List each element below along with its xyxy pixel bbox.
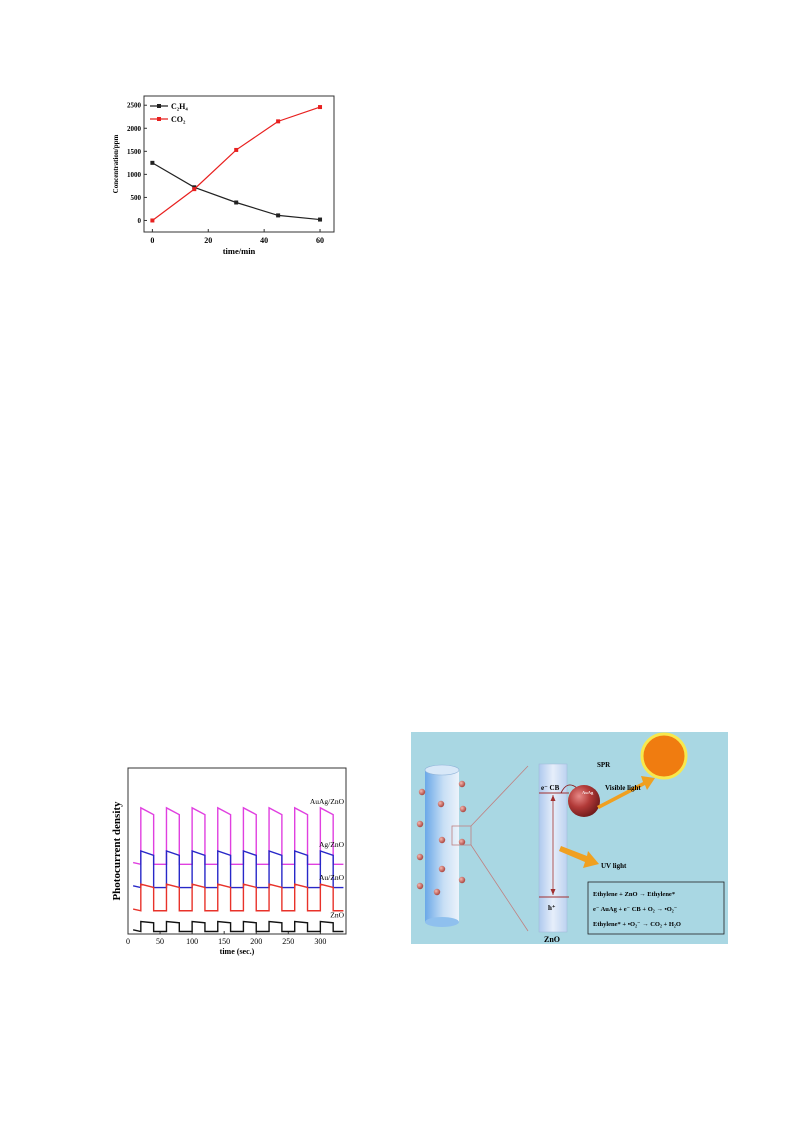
x-tick-label: 100 [186,937,198,946]
zoom-line-bottom [470,844,529,932]
x-tick-label: 200 [250,937,262,946]
x-tick-label: 150 [218,937,230,946]
y-axis-label: Concentration/ppm [112,134,120,193]
series-line-0 [152,162,321,221]
y-tick-label: 2000 [127,125,142,133]
x-tick-label: 0 [150,236,154,245]
photocurrent-trace-2 [132,883,344,912]
data-point [150,160,155,165]
metal-nanoparticles [416,780,467,896]
x-axis-label: time (sec.) [220,947,255,956]
zoom-box [451,825,472,846]
legend-label: CO₂ [171,115,186,124]
legend-marker [157,117,161,121]
data-point [234,147,239,152]
y-tick-label: 500 [131,194,142,202]
x-tick-label: 50 [156,937,164,946]
concentration-figure: 0 20 40 60 0 500 1000 1500 2000 2500 time/min Conce… [108,92,343,262]
y-tick-label: 1000 [127,171,142,179]
ecb-label: e⁻ CB [541,784,560,792]
legend-marker [157,104,161,108]
photocurrent-trace-1 [132,850,344,889]
equation-box [587,881,725,935]
concentration-chart: 0 20 40 60 0 500 1000 1500 2000 2500 time/min Conce… [112,95,335,256]
band-gap-arrow-head-up [550,795,556,801]
uv-light-arrow [559,846,599,868]
data-point [234,200,239,205]
x-tick-label: 20 [204,236,212,245]
uv-light-label: UV light [601,862,627,870]
data-point [276,119,281,124]
data-point [318,105,323,110]
x-axis-label: time/min [223,246,256,256]
x-tick-label: 300 [314,937,326,946]
x-tick-label: 0 [126,937,130,946]
auag-label: AuAg [582,790,594,795]
photocurrent-figure: 0 50 100 150 200 250 300 time (sec.) Photocurren… [108,762,351,960]
y-axis-label: Photocurrent density [111,801,123,901]
photocurrent-trace-3 [132,920,344,933]
y-tick-label: 0 [138,217,142,225]
x-tick-label: 40 [260,236,268,245]
data-point [276,213,281,218]
data-point [318,217,323,222]
mechanism-figure: e⁻ CB h⁺ ZnO AuAg SPR Visible light UV l… [411,732,728,944]
band-gap-arrow-head-down [550,889,556,895]
auag-particle [568,785,600,817]
zno-label: ZnO [544,935,560,944]
zoom-line-top [470,765,529,827]
data-point [192,187,197,192]
photocurrent-chart: 0 50 100 150 200 250 300 time (sec.) Photocurren… [111,767,347,956]
photocurrent-trace-0 [132,806,344,866]
plot-frame [127,767,347,935]
equation-2: e⁻ AuAg + e⁻ CB + O₂ → •O₂⁻ [593,906,677,913]
visible-light-arrow [597,776,655,809]
x-tick-label: 250 [282,937,294,946]
y-tick-label: 2500 [127,102,142,110]
x-tick-label: 60 [316,236,324,245]
electron-transfer-arrow [560,784,578,794]
series-label: Au/ZnO [319,873,345,882]
zno-nanorod [424,764,460,927]
legend-label: C₂H₄ [171,102,188,111]
equation-3: Ethylene* + •O₂⁻ → CO₂ + H₂O [593,921,681,928]
plot-frame [143,95,335,233]
y-tick-label: 1500 [127,148,142,156]
data-point [150,218,155,223]
series-label: AuAg/ZnO [310,797,345,806]
spr-label: SPR [597,761,611,769]
equation-1: Ethylene + ZnO → Ethylene* [593,891,675,898]
series-label: ZnO [330,911,344,920]
mechanism-diagram: e⁻ CB h⁺ ZnO AuAg SPR Visible light UV l… [411,732,728,944]
series-label: Ag/ZnO [319,840,345,849]
sun-icon [640,732,688,780]
hplus-label: h⁺ [548,904,556,912]
visible-light-label: Visible light [605,784,641,792]
